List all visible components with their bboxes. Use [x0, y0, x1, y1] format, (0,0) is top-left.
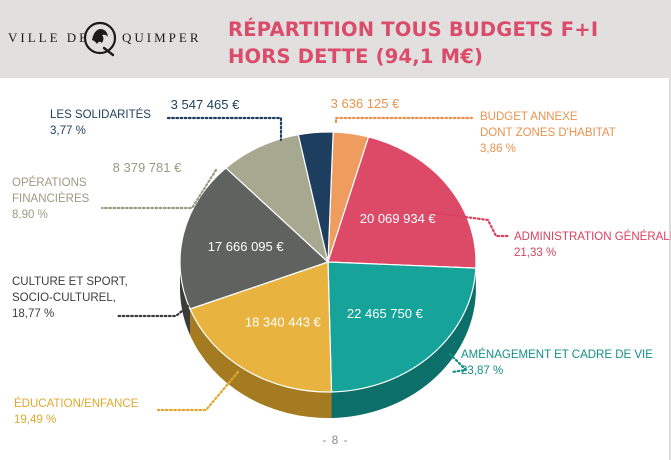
title-line-2: HORS DETTE (94,1 M€) — [228, 45, 484, 68]
leader-line — [426, 210, 510, 238]
slice-value-label: 3 636 125 € — [331, 96, 400, 111]
slice-value-label: 8 379 781 € — [113, 160, 182, 175]
slice-percent-label: 21,33 % — [514, 247, 556, 259]
slice-value-label: 3 547 465 € — [171, 97, 240, 112]
pie-slice — [179, 167, 330, 310]
slice-percent-label: 3,86 % — [480, 143, 516, 155]
pie-slice — [327, 136, 477, 269]
pie-slice-side — [190, 309, 332, 418]
page-header: VILLE DE QUIMPER RÉPARTITION TOUS BUDGET… — [0, 0, 671, 78]
logo-text-left: VILLE DE — [8, 30, 91, 45]
slice-category-label: DONT ZONES D'HABITAT — [480, 127, 616, 139]
slice-value-label: 22 465 750 € — [347, 306, 424, 321]
slice-percent-label: 18,77 % — [12, 308, 54, 320]
slice-value-label: 17 666 095 € — [208, 239, 285, 254]
slice-category-label: ÉDUCATION/ENFANCE — [14, 397, 139, 410]
pie-slice — [189, 261, 333, 393]
pie-labels: 3 636 125 € BUDGET ANNEXE DONT ZONES D'HAB… — [12, 96, 671, 426]
pie-slice — [224, 133, 330, 264]
logo-text-right: QUIMPER — [122, 30, 202, 45]
slice-value-label: 18 340 443 € — [245, 314, 322, 329]
slice-percent-label: 3,77 % — [50, 125, 86, 137]
crest-emblem-icon — [83, 21, 117, 57]
leader-line — [116, 304, 190, 318]
slice-category-label: AMÉNAGEMENT ET CADRE DE VIE — [461, 348, 653, 361]
page-number: - 8 - — [322, 433, 349, 447]
slice-category-label: ADMINISTRATION GÉNÉRALE — [514, 230, 671, 243]
leader-line — [166, 116, 283, 142]
slice-category-label: FINANCIÈRES — [12, 192, 90, 205]
pie-slice — [297, 131, 334, 263]
slice-category-label: LES SOLIDARITÉS — [50, 108, 151, 121]
slice-category-label: SOCIO-CULTUREL, — [12, 292, 116, 304]
leader-line — [100, 168, 218, 210]
slice-value-label: 20 069 934 € — [360, 211, 437, 226]
leader-line — [334, 116, 474, 124]
page-title: RÉPARTITION TOUS BUDGETS F+I HORS DETTE … — [228, 16, 598, 70]
slice-category-label: CULTURE ET SPORT, — [12, 276, 128, 288]
leader-line — [156, 370, 240, 412]
slice-percent-label: 19,49 % — [14, 414, 56, 426]
slice-category-label: BUDGET ANNEXE — [480, 111, 578, 123]
page-edge-divider — [669, 78, 671, 460]
pie-top — [179, 131, 477, 393]
pie-slice — [327, 261, 477, 393]
slice-category-label: OPÉRATIONS — [12, 176, 87, 189]
city-logo: VILLE DE QUIMPER — [8, 18, 208, 58]
pie-slice-side — [180, 262, 191, 336]
leader-line — [448, 352, 469, 374]
slice-percent-label: 23,87 % — [461, 365, 503, 377]
slice-percent-label: 8,90 % — [12, 209, 48, 221]
title-line-1: RÉPARTITION TOUS BUDGETS F+I — [228, 18, 599, 41]
pie-slice-side — [331, 268, 476, 418]
